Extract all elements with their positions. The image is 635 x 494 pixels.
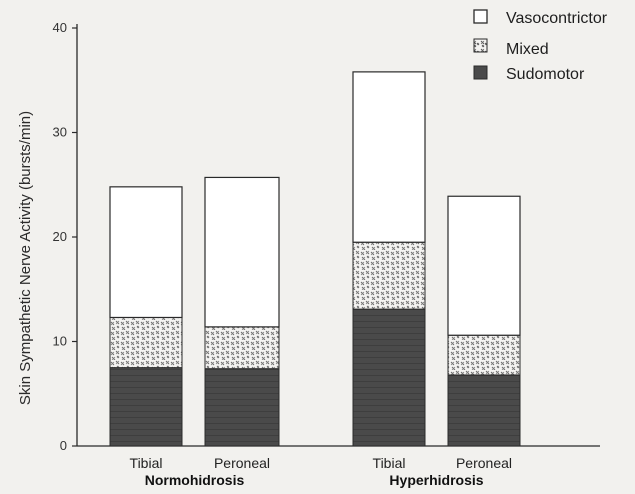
x-group-label: Normohidrosis — [145, 472, 245, 488]
y-tick-label: 0 — [60, 438, 67, 453]
legend-swatch-vasocontrictor — [473, 9, 488, 24]
bar-sudomotor-hyperhidrosis-peroneal — [447, 374, 521, 447]
legend-label-vasocontrictor: Vasocontrictor — [506, 10, 608, 27]
bar-mixed-normohidrosis-tibial — [109, 316, 183, 369]
y-tick-label: 30 — [53, 125, 67, 140]
y-tick-label: 40 — [53, 20, 67, 35]
bar-sudomotor-normohidrosis-tibial — [109, 367, 183, 447]
bar-vasocontrictor-normohidrosis-peroneal — [204, 176, 280, 328]
legend-label-sudomotor: Sudomotor — [506, 66, 585, 83]
x-category-label: Peroneal — [214, 455, 270, 471]
bar-vasocontrictor-hyperhidrosis-tibial — [352, 71, 426, 243]
bar-mixed-normohidrosis-peroneal — [204, 326, 280, 370]
x-group-label: Hyperhidrosis — [389, 472, 483, 488]
bar-vasocontrictor-normohidrosis-tibial — [109, 186, 183, 319]
y-tick-label: 10 — [53, 334, 67, 349]
bar-mixed-hyperhidrosis-peroneal — [447, 334, 521, 376]
y-tick-label: 20 — [53, 229, 67, 244]
bars — [109, 71, 521, 447]
legend-label-mixed: Mixed — [506, 41, 549, 58]
bar-sudomotor-normohidrosis-peroneal — [204, 368, 280, 447]
y-axis-title: Skin Sympathetic Nerve Activity (bursts/… — [17, 111, 34, 405]
bar-mixed-hyperhidrosis-tibial — [352, 241, 426, 310]
x-category-label: Peroneal — [456, 455, 512, 471]
bar-sudomotor-hyperhidrosis-tibial — [352, 308, 426, 447]
x-category-label: Tibial — [373, 455, 406, 471]
bar-vasocontrictor-hyperhidrosis-peroneal — [447, 195, 521, 336]
legend: Vasocontrictor Mixed Sudomotor — [473, 9, 608, 83]
x-category-label: Tibial — [130, 455, 163, 471]
legend-swatch-mixed — [473, 38, 488, 53]
legend-swatch-sudomotor — [473, 65, 488, 80]
x-axis-labels: Tibial Peroneal Tibial PeronealNormohidrosi… — [130, 455, 512, 488]
